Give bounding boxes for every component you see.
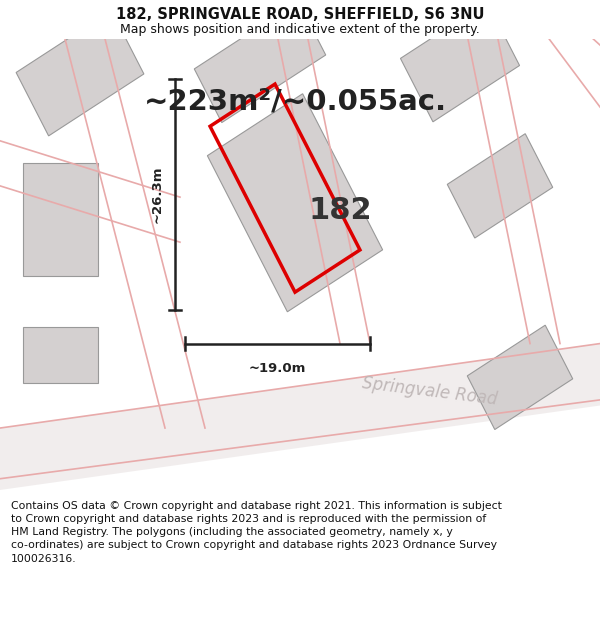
Text: 182: 182 — [308, 196, 372, 225]
Text: Map shows position and indicative extent of the property.: Map shows position and indicative extent… — [120, 22, 480, 36]
Text: 182, SPRINGVALE ROAD, SHEFFIELD, S6 3NU: 182, SPRINGVALE ROAD, SHEFFIELD, S6 3NU — [116, 7, 484, 22]
Text: ~223m²/~0.055ac.: ~223m²/~0.055ac. — [143, 88, 446, 116]
Text: ~19.0m: ~19.0m — [249, 362, 306, 375]
Text: Contains OS data © Crown copyright and database right 2021. This information is : Contains OS data © Crown copyright and d… — [11, 501, 502, 564]
Polygon shape — [194, 1, 326, 122]
Polygon shape — [23, 327, 97, 383]
Bar — [0, 0, 600, 39]
Polygon shape — [0, 344, 600, 490]
Polygon shape — [467, 325, 573, 429]
Polygon shape — [208, 94, 383, 312]
Polygon shape — [23, 163, 97, 276]
Text: Springvale Road: Springvale Road — [361, 374, 499, 408]
Text: ~26.3m: ~26.3m — [151, 166, 163, 223]
Polygon shape — [16, 11, 144, 136]
Polygon shape — [447, 134, 553, 238]
Polygon shape — [400, 2, 520, 122]
